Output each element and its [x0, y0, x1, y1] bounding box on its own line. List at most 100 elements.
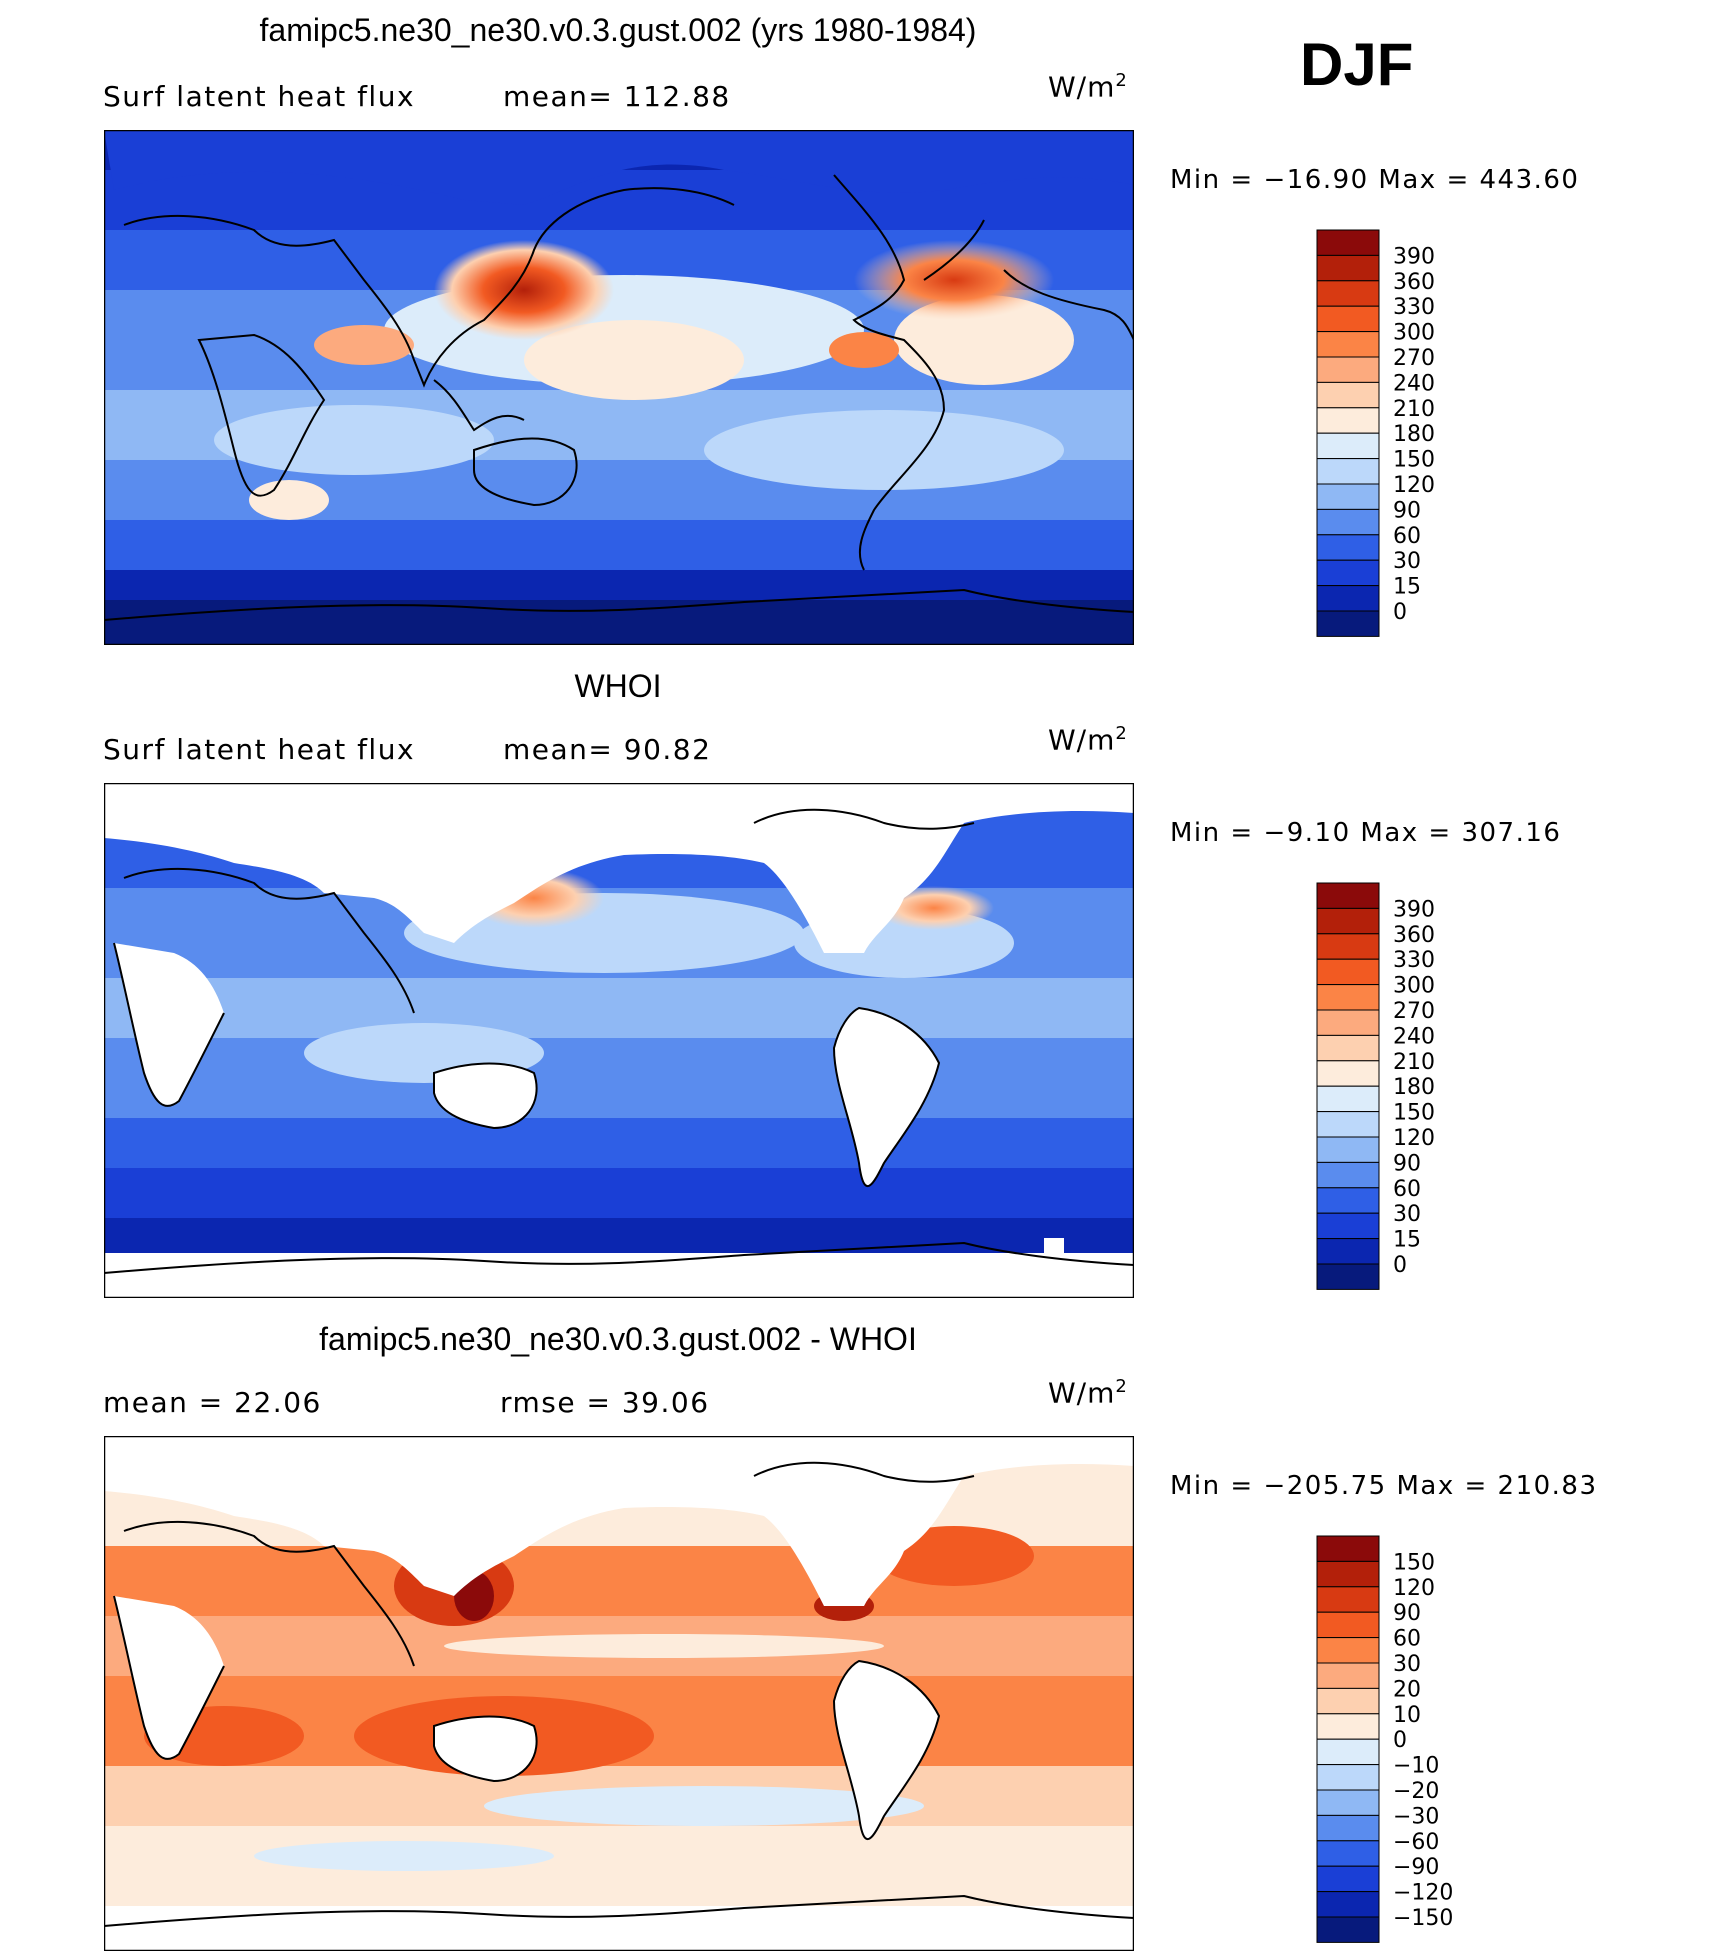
colorbar-tick-label: 20: [1393, 1677, 1421, 1702]
panel3-units: W/m2: [1048, 1376, 1128, 1410]
colorbar-swatch: [1316, 610, 1380, 637]
colorbar-tick-label: 0: [1393, 600, 1407, 625]
colorbar-swatch: [1316, 933, 1380, 960]
colorbar-tick-label: −150: [1393, 1906, 1453, 1931]
panel1-minmax: Min = −16.90 Max = 443.60: [1170, 165, 1580, 195]
colorbar-swatch: [1316, 458, 1380, 485]
colorbar-tick-label: 180: [1393, 422, 1435, 447]
colorbar-swatch: [1316, 1535, 1380, 1562]
colorbar-swatch: [1316, 1764, 1380, 1791]
panel2-map: [104, 783, 1134, 1298]
colorbar-swatch: [1316, 1263, 1380, 1290]
colorbar-tick-label: 270: [1393, 346, 1435, 371]
colorbar-tick-label: 240: [1393, 1024, 1435, 1049]
panel3-rmse-label: rmse = 39.06: [500, 1386, 710, 1419]
colorbar-swatch: [1316, 1611, 1380, 1639]
colorbar-swatch: [1316, 1111, 1380, 1138]
colorbar-swatch: [1316, 508, 1380, 536]
colorbar-tick-label: 360: [1393, 270, 1435, 295]
panel3-land: [104, 1436, 1134, 1951]
colorbar-tick-label: 120: [1393, 1126, 1435, 1151]
colorbar-tick-label: 180: [1393, 1075, 1435, 1100]
colorbar-tick-label: 60: [1393, 1177, 1421, 1202]
colorbar-tick-label: 270: [1393, 999, 1435, 1024]
colorbar-swatch: [1316, 407, 1380, 434]
colorbar-swatch: [1316, 1662, 1380, 1689]
panel3-title: famipc5.ne30_ne30.v0.3.gust.002 - WHOI: [319, 1321, 917, 1357]
colorbar-swatch: [1316, 1238, 1380, 1265]
colorbar-swatch: [1316, 1637, 1380, 1664]
colorbar-swatch: [1316, 1789, 1380, 1816]
colorbar-swatch: [1316, 1891, 1380, 1918]
colorbar-tick-label: 60: [1393, 1627, 1421, 1652]
colorbar-tick-label: 360: [1393, 923, 1435, 948]
colorbar-tick-label: −30: [1393, 1804, 1439, 1829]
colorbar-tick-label: 150: [1393, 448, 1435, 473]
colorbar-tick-label: 240: [1393, 371, 1435, 396]
colorbar-swatch: [1316, 1161, 1380, 1189]
colorbar-swatch: [1316, 984, 1380, 1011]
colorbar-swatch: [1316, 1187, 1380, 1214]
colorbar-swatch: [1316, 229, 1380, 256]
colorbar-tick-label: 150: [1393, 1550, 1435, 1575]
panel1-coastlines: [104, 174, 1134, 621]
season-label: DJF: [1300, 31, 1414, 98]
colorbar-tick-label: 90: [1393, 498, 1421, 523]
colorbar-tick-label: 30: [1393, 1202, 1421, 1227]
colorbar-tick-label: 120: [1393, 473, 1435, 498]
colorbar-tick-label: −90: [1393, 1855, 1439, 1880]
colorbar-swatch: [1316, 559, 1380, 587]
colorbar-tick-label: 90: [1393, 1151, 1421, 1176]
colorbar-tick-label: 0: [1393, 1253, 1407, 1278]
colorbar-swatch: [1316, 1085, 1380, 1113]
panel3-mean-label: mean = 22.06: [103, 1386, 322, 1419]
colorbar-swatch: [1316, 1009, 1380, 1036]
colorbar-tick-label: 210: [1393, 397, 1435, 422]
colorbar-swatch: [1316, 1687, 1380, 1715]
colorbar-swatch: [1316, 432, 1380, 460]
panel3-minmax: Min = −205.75 Max = 210.83: [1170, 1471, 1598, 1501]
colorbar-tick-label: −120: [1393, 1881, 1453, 1906]
colorbar-swatch: [1316, 331, 1380, 358]
colorbar-swatch: [1316, 1560, 1380, 1588]
colorbar-swatch: [1316, 1060, 1380, 1087]
colorbar-swatch: [1316, 254, 1380, 282]
panel1-title: famipc5.ne30_ne30.v0.3.gust.002 (yrs 198…: [259, 12, 977, 48]
colorbar-tick-label: 300: [1393, 974, 1435, 999]
colorbar-swatch: [1316, 585, 1380, 612]
colorbar-swatch: [1316, 958, 1380, 986]
panel2-units: W/m2: [1048, 723, 1128, 757]
colorbar-swatch: [1316, 882, 1380, 909]
colorbar-tick-label: 15: [1393, 1228, 1421, 1253]
colorbar-tick-label: 90: [1393, 1601, 1421, 1626]
panel3-coastlines: [104, 1461, 1134, 1927]
colorbar-tick-label: 390: [1393, 897, 1435, 922]
colorbar-swatch: [1316, 356, 1380, 383]
panel2-mean-label: mean= 90.82: [503, 733, 712, 766]
colorbar-swatch: [1316, 1814, 1380, 1842]
colorbar-tick-label: 330: [1393, 948, 1435, 973]
colorbar-swatch: [1316, 1713, 1380, 1740]
colorbar-swatch: [1316, 1212, 1380, 1240]
colorbar-swatch: [1316, 1916, 1380, 1943]
panel3-map: [104, 1436, 1134, 1951]
panel1-units: W/m2: [1048, 70, 1128, 104]
colorbar-swatch: [1316, 305, 1380, 333]
colorbar-tick-label: −10: [1393, 1754, 1439, 1779]
colorbar-tick-label: 120: [1393, 1576, 1435, 1601]
colorbar-tick-label: 30: [1393, 1652, 1421, 1677]
colorbar-tick-label: 10: [1393, 1703, 1421, 1728]
colorbar-tick-label: 390: [1393, 244, 1435, 269]
panel1-map: [104, 130, 1134, 645]
colorbar-tick-label: 30: [1393, 549, 1421, 574]
colorbar-tick-label: 210: [1393, 1050, 1435, 1075]
panel2-coastlines: [104, 808, 1134, 1274]
colorbar-tick-label: −20: [1393, 1779, 1439, 1804]
colorbar-tick-label: 150: [1393, 1101, 1435, 1126]
colorbar-tick-label: 330: [1393, 295, 1435, 320]
colorbar-tick-label: 60: [1393, 524, 1421, 549]
colorbar-swatch: [1316, 1840, 1380, 1867]
